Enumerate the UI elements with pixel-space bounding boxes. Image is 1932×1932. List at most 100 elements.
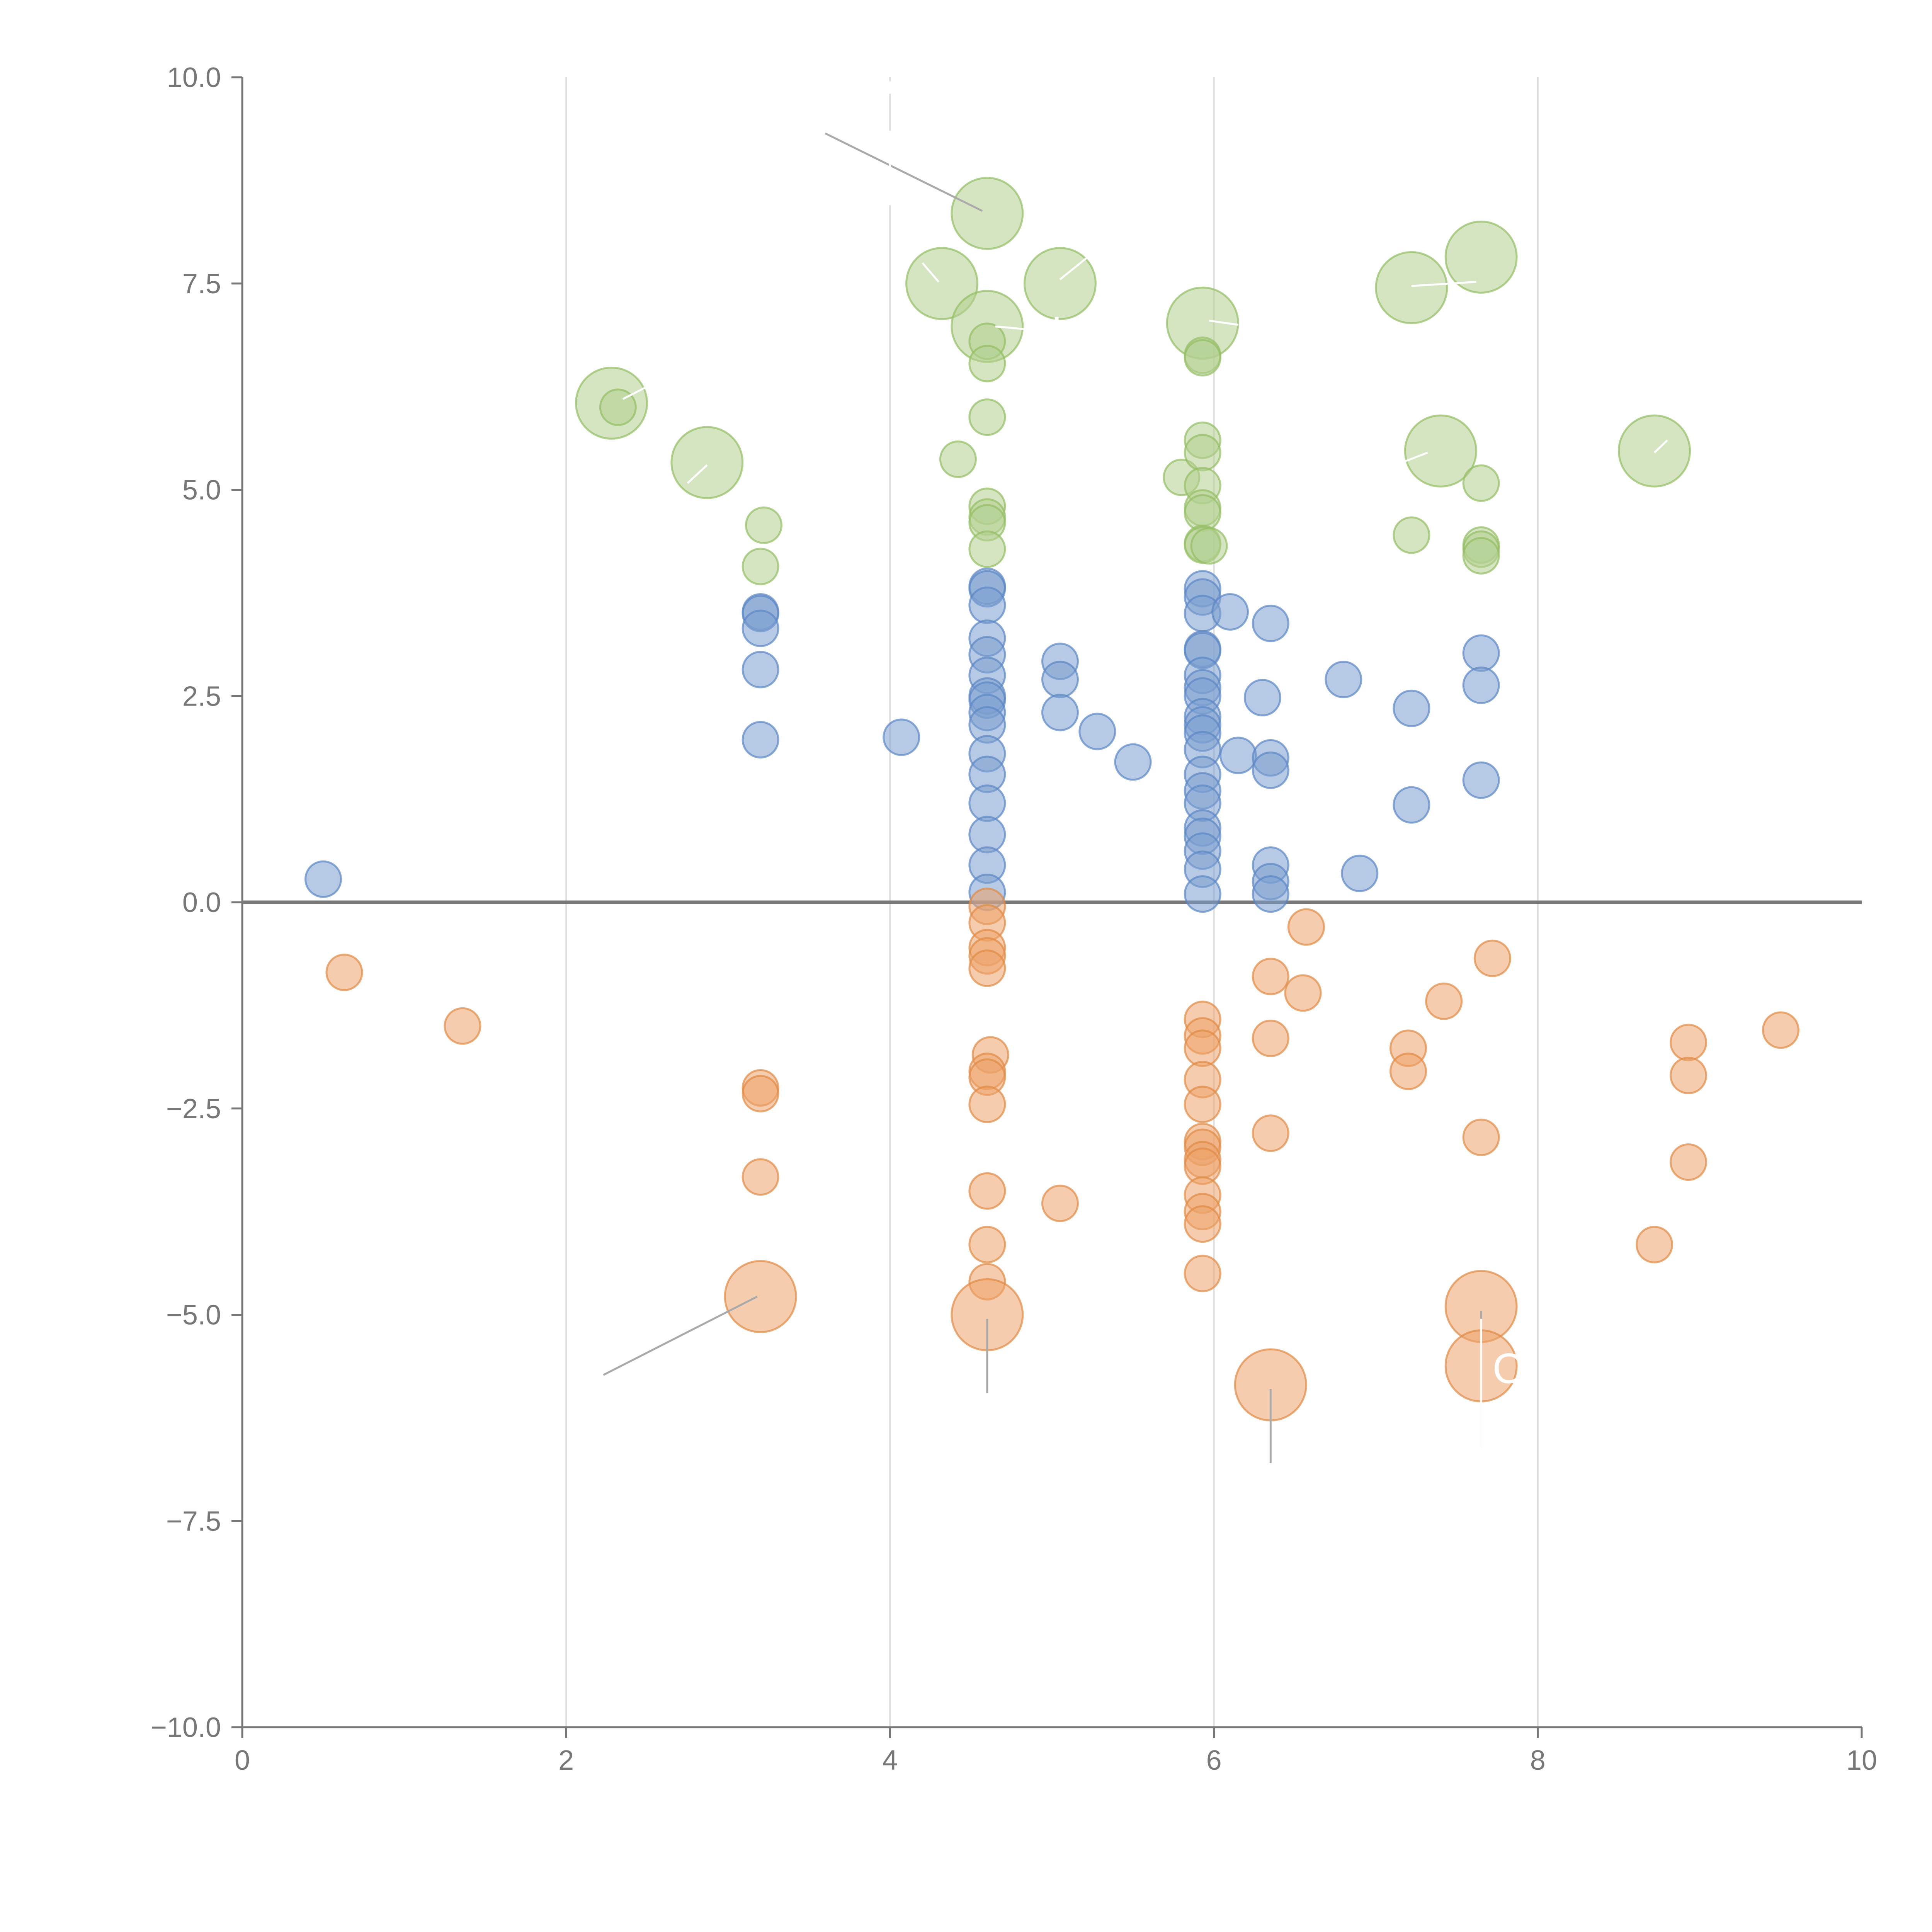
- y-tick-label: −7.5: [166, 1506, 221, 1537]
- x-tick-label: 4: [882, 1745, 898, 1776]
- orange-point: [1389, 1053, 1427, 1090]
- orange-point: [444, 1007, 481, 1045]
- blue-point: [1393, 786, 1430, 824]
- orange-point: [325, 953, 363, 991]
- y-tick-label: 5.0: [182, 475, 221, 506]
- leader-line: [603, 1296, 758, 1376]
- blue-point: [1393, 689, 1430, 727]
- y-tick-label: 2.5: [182, 681, 221, 712]
- orange-point: [1184, 1255, 1221, 1293]
- green-point: [1618, 414, 1691, 488]
- green-point: [599, 388, 637, 426]
- leader-line: [1395, 452, 1428, 466]
- annotation-leader: [995, 325, 1049, 333]
- blue-point: [1462, 634, 1500, 672]
- blue-point: [1078, 713, 1116, 750]
- orange-point: [1284, 974, 1322, 1012]
- blue-point: [1184, 875, 1221, 913]
- blue-point: [1041, 661, 1079, 699]
- orange-point: [724, 1260, 797, 1333]
- green-point: [1462, 537, 1500, 575]
- y-tick-label: 0.0: [182, 887, 221, 918]
- orange-point: [968, 1172, 1006, 1210]
- x-tick-label: 0: [235, 1745, 250, 1776]
- orange-point: [1252, 957, 1289, 995]
- orange-point: [1425, 982, 1463, 1020]
- green-point: [1462, 464, 1500, 502]
- blue-point: [883, 718, 920, 756]
- annotations: Cl: [995, 310, 1523, 1447]
- blue-point: [1341, 854, 1379, 892]
- blue-point: [1252, 875, 1289, 913]
- y-tick-label: 7.5: [182, 269, 221, 299]
- x-tick-label: 2: [558, 1745, 574, 1776]
- orange-point: [968, 1085, 1006, 1123]
- leader-line: [1411, 281, 1476, 287]
- orange-point: [968, 949, 1006, 987]
- blue-point: [968, 784, 1006, 822]
- green-point: [968, 398, 1006, 436]
- axes: 0 2 4 6 8 10 10.0 7.5 5.0 2.5 0.0 −2.5 −5.0 −7.5 −10.0: [151, 62, 1877, 1776]
- green-point: [670, 426, 744, 499]
- orange-point: [1473, 939, 1511, 977]
- leader-line: [687, 464, 708, 484]
- orange-point: [1287, 908, 1325, 946]
- blue-point: [1325, 661, 1362, 699]
- orange-point: [1670, 1143, 1708, 1181]
- green-point: [968, 530, 1006, 568]
- green-point: [1184, 339, 1221, 377]
- orange-point: [1636, 1226, 1673, 1264]
- green-point: [745, 506, 783, 544]
- blue-point: [1252, 751, 1289, 789]
- y-tick-label: −2.5: [166, 1094, 221, 1124]
- blue-point: [1252, 604, 1289, 642]
- orange-point: [1252, 1019, 1289, 1057]
- orange-point: [742, 1158, 779, 1196]
- orange-point: [742, 1075, 779, 1112]
- green-point: [742, 548, 779, 585]
- orange-point: [1184, 1085, 1221, 1123]
- blue-point: [742, 721, 779, 759]
- blue-point: [968, 586, 1006, 624]
- green-point: [1375, 251, 1448, 324]
- orange-point: [1184, 1029, 1221, 1067]
- green-point: [939, 440, 977, 478]
- blue-point: [1211, 593, 1249, 631]
- annotation-label: l: [1052, 310, 1061, 357]
- green-point: [1404, 414, 1477, 488]
- green-point: [951, 177, 1024, 250]
- y-tick-label: 10.0: [167, 62, 221, 93]
- green-point: [1444, 220, 1518, 294]
- leader-line: [1209, 320, 1238, 326]
- leader-line: [825, 132, 983, 212]
- x-tick-label: 10: [1846, 1745, 1877, 1776]
- green-point: [1190, 527, 1228, 565]
- leader-line: [1653, 439, 1668, 454]
- y-tick-label: −5.0: [166, 1300, 221, 1331]
- data-points: [304, 177, 1799, 1422]
- green-point: [968, 345, 1006, 383]
- blue-point: [1041, 694, 1079, 731]
- blue-point: [1462, 761, 1500, 799]
- annotation-label: C: [1492, 1345, 1523, 1392]
- orange-point: [1670, 1024, 1708, 1061]
- orange-point: [1670, 1056, 1708, 1094]
- blue-point: [1114, 743, 1152, 781]
- orange-point: [968, 1226, 1006, 1264]
- blue-point: [304, 860, 342, 898]
- blue-point: [1462, 666, 1500, 704]
- orange-point: [1041, 1184, 1079, 1222]
- blue-point: [1219, 736, 1257, 774]
- green-point: [1393, 516, 1430, 554]
- orange-point: [1252, 1114, 1289, 1152]
- y-tick-label: −10.0: [151, 1712, 221, 1743]
- x-tick-label: 6: [1206, 1745, 1222, 1776]
- blue-point: [1243, 679, 1281, 717]
- leader-line: [1059, 256, 1088, 281]
- blue-point: [742, 609, 779, 647]
- orange-point: [1462, 1118, 1500, 1156]
- orange-point: [1184, 1205, 1221, 1243]
- leader-lines: [603, 81, 1668, 1463]
- leader-line: [622, 386, 648, 400]
